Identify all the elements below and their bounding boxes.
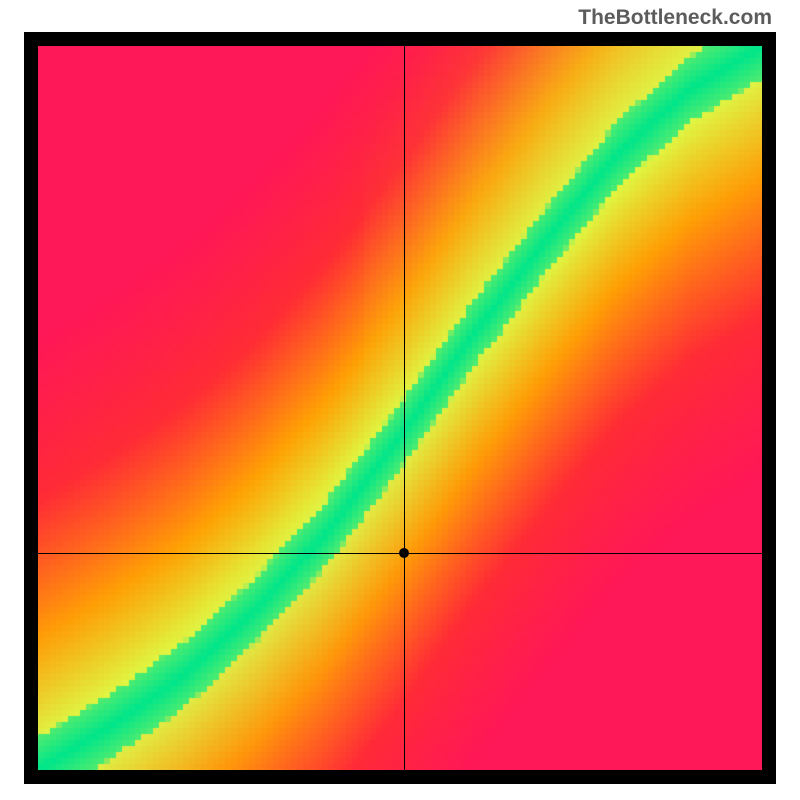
chart-container: TheBottleneck.com (0, 0, 800, 800)
crosshair-vertical (404, 46, 405, 770)
plot-area (38, 46, 762, 770)
attribution-label: TheBottleneck.com (578, 6, 772, 30)
data-point-marker (399, 548, 409, 558)
chart-outer-frame (24, 32, 776, 784)
heatmap-canvas (38, 46, 762, 770)
